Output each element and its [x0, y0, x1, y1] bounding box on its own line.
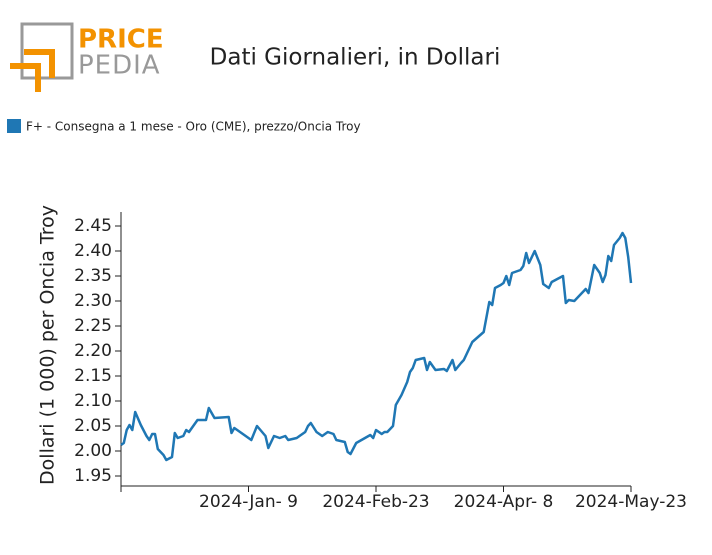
logo-text: PRICE [78, 25, 164, 55]
y-axis-label: Dollari (1 000) per Oncia Troy [37, 205, 59, 485]
x-tick-label: 2024-Feb-23 [322, 492, 429, 512]
y-tick-label: 2.30 [74, 291, 112, 311]
y-tick-label: 2.40 [74, 241, 112, 261]
x-tick-label: 2024-Jan- 9 [199, 492, 298, 512]
x-tick-label: 2024-Apr- 8 [454, 492, 554, 512]
y-tick-label: 2.15 [74, 366, 112, 386]
y-tick-label: 2.45 [74, 216, 112, 236]
legend-swatch [7, 119, 21, 133]
logo-text: PEDIA [78, 51, 161, 81]
logo-square [20, 22, 74, 80]
y-tick-label: 1.95 [74, 466, 112, 486]
y-tick-label: 2.00 [74, 441, 112, 461]
legend-label: F+ - Consegna a 1 mese - Oro (CME), prez… [26, 120, 361, 134]
logo-bracket [24, 49, 55, 78]
line [120, 231, 633, 462]
y-tick-label: 2.10 [74, 391, 112, 411]
y-tick-label: 2.20 [74, 341, 112, 361]
y-tick-label: 2.25 [74, 316, 112, 336]
chart-title: Dati Giornalieri, in Dollari [210, 45, 501, 71]
x-tick-label: 2024-May-23 [575, 492, 687, 512]
y-tick-label: 2.35 [74, 266, 112, 286]
logo-bracket [10, 63, 41, 92]
y-tick-label: 2.05 [74, 416, 112, 436]
logo-mark [10, 22, 74, 92]
